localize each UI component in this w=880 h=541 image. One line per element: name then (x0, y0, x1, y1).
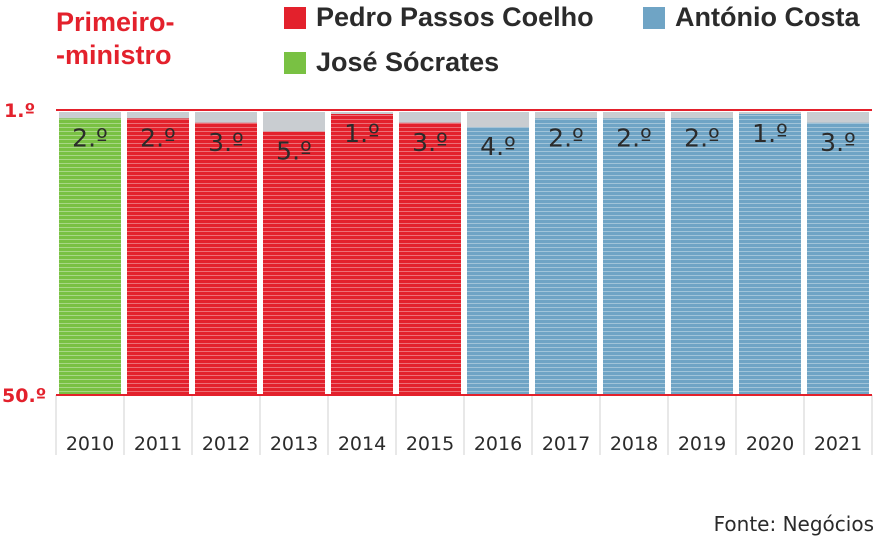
data-label-2021: 3.º (820, 128, 856, 157)
bar-stripes (127, 118, 189, 396)
x-tick-label-2015: 2015 (406, 433, 454, 455)
y-tick-label-bottom: 50.º (2, 385, 46, 407)
y-tick-label-top: 1.º (4, 100, 35, 122)
source-note: Fonte: Negócios (713, 512, 874, 536)
x-tick-label-2021: 2021 (814, 433, 862, 455)
title-line-1: Primeiro- (56, 7, 175, 37)
x-tick-label-2020: 2020 (746, 433, 794, 455)
x-tick-label-2017: 2017 (542, 433, 590, 455)
data-label-2019: 2.º (684, 123, 720, 152)
legend-item-passos-coelho: Pedro Passos Coelho (284, 2, 594, 33)
x-tick-label-2018: 2018 (610, 433, 658, 455)
legend-label: Pedro Passos Coelho (316, 2, 594, 32)
data-label-2015: 3.º (412, 128, 448, 157)
bar-stripes (739, 114, 801, 395)
legend-swatch-red (284, 6, 306, 29)
legend-label: António Costa (675, 2, 860, 32)
bar-stripes (467, 127, 529, 395)
data-label-2013: 5.º (276, 137, 312, 166)
bar-stripes (195, 122, 257, 396)
x-tick-label-2019: 2019 (678, 433, 726, 455)
data-label-2016: 4.º (480, 132, 516, 161)
chart-title: Primeiro- -ministro (56, 6, 175, 72)
x-tick-label-2013: 2013 (270, 433, 318, 455)
legend-item-jose-socrates: José Sócrates (284, 47, 499, 78)
bar-stripes (331, 114, 393, 395)
x-tick-label-2012: 2012 (202, 433, 250, 455)
bar-stripes (263, 131, 325, 395)
legend-item-antonio-costa: António Costa (643, 2, 859, 33)
data-label-2020: 1.º (752, 119, 788, 148)
bar-stripes (59, 118, 121, 396)
data-label-2010: 2.º (72, 123, 108, 152)
bar-stripes (535, 118, 597, 396)
legend-swatch-green (284, 51, 306, 74)
bar-stripes (807, 122, 869, 396)
data-label-2014: 1.º (344, 119, 380, 148)
bar-stripes (603, 118, 665, 396)
bar-stripes (399, 122, 461, 396)
legend-label: José Sócrates (316, 47, 500, 77)
data-label-2018: 2.º (616, 123, 652, 152)
x-tick-label-2010: 2010 (66, 433, 114, 455)
data-label-2011: 2.º (140, 123, 176, 152)
x-tick-label-2014: 2014 (338, 433, 386, 455)
data-label-2012: 3.º (208, 128, 244, 157)
bar-stripes (671, 118, 733, 396)
legend-swatch-blue (643, 6, 665, 29)
x-tick-label-2011: 2011 (134, 433, 182, 455)
data-label-2017: 2.º (548, 123, 584, 152)
title-line-2: -ministro (56, 40, 172, 70)
x-tick-label-2016: 2016 (474, 433, 522, 455)
